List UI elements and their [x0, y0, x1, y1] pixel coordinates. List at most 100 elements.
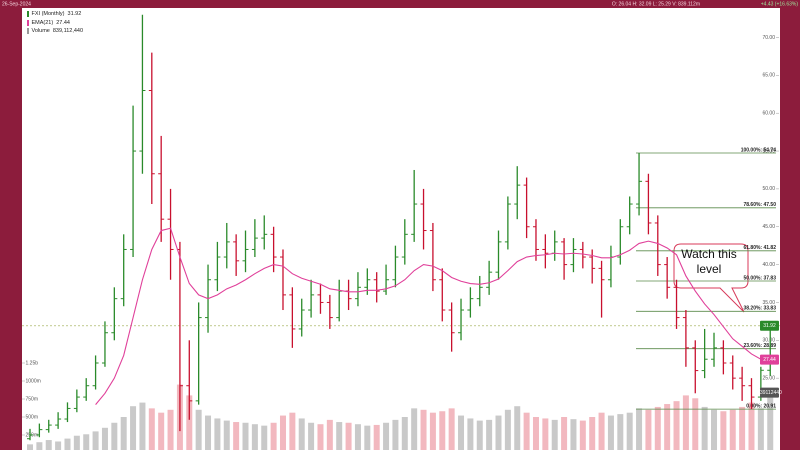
- y-tick-label: 65.00: [762, 73, 775, 79]
- volume-bar: [720, 411, 727, 453]
- volume-bar: [73, 435, 80, 453]
- volume-bar: [139, 402, 146, 453]
- volume-bar: [514, 406, 521, 453]
- quote: O: 26.04 H: 32.09 L: 25.29 V: 839.112m: [612, 1, 700, 7]
- volume-bar: [467, 418, 474, 453]
- volume-tick-label: 500m: [26, 414, 39, 420]
- volume-bar: [242, 422, 249, 453]
- volume-box: [760, 387, 779, 398]
- legend-item: EMA(21) 27.44: [27, 19, 83, 28]
- volume-bar: [589, 417, 596, 453]
- volume-bar: [317, 424, 324, 453]
- legend-value: 31.92: [67, 11, 82, 17]
- volume-bar: [495, 415, 502, 453]
- volume-bar: [383, 422, 390, 453]
- legend-swatch: [27, 19, 29, 26]
- volume-bar: [729, 409, 736, 453]
- fib-label: 23.60%: 28.89: [743, 343, 776, 349]
- volume-bar: [757, 408, 764, 453]
- volume-bar: [55, 441, 62, 453]
- volume-bar: [233, 422, 240, 453]
- volume-bar: [607, 415, 614, 453]
- volume-bar: [83, 434, 90, 453]
- volume-box-label: 839112440: [757, 390, 782, 396]
- volume-bar: [261, 425, 268, 453]
- volume-bar: [439, 411, 446, 453]
- volume-bar: [308, 422, 315, 453]
- ema-box-label: 27.44: [763, 357, 776, 363]
- volume-bar: [158, 412, 165, 453]
- legend-item: FXI (Monthly) 31.92: [27, 10, 83, 19]
- volume-bar: [401, 417, 408, 453]
- last-price-box-label: 31.92: [763, 323, 776, 329]
- volume-bar: [748, 402, 755, 453]
- volume-bar: [364, 425, 371, 453]
- volume-bar: [336, 422, 343, 453]
- legend-value: 27.44: [56, 19, 70, 26]
- volume-bar: [326, 419, 333, 453]
- volume-bar: [27, 444, 33, 453]
- fib-label: 100.00%: 54.74: [741, 147, 777, 153]
- plot-area: [22, 8, 780, 450]
- volume-bar: [392, 419, 399, 453]
- volume-bar: [664, 404, 671, 453]
- volume-bar: [542, 418, 549, 453]
- volume-bar: [532, 417, 539, 453]
- volume-bar: [289, 412, 296, 453]
- fib-label: 38.20%: 33.83: [743, 306, 776, 312]
- ema-box: [760, 354, 779, 365]
- y-tick-label: 70.00: [762, 35, 775, 41]
- ema-line: [95, 227, 771, 405]
- volume-bar: [617, 414, 624, 453]
- y-tick-label: 60.00: [762, 111, 775, 117]
- volume-bar: [476, 420, 483, 453]
- volume-bar: [711, 409, 718, 453]
- volume-tick-label: 750m: [26, 396, 39, 402]
- volume-bar: [570, 419, 577, 453]
- volume-bar: [626, 412, 633, 453]
- volume-bar: [92, 431, 99, 453]
- volume-bar: [504, 409, 511, 453]
- legend-name: EMA(21): [31, 19, 54, 26]
- fib-label: 78.60%: 47.50: [743, 202, 776, 208]
- volume-bar: [195, 409, 202, 453]
- volume-bar: [148, 408, 155, 453]
- volume-bar: [279, 415, 286, 453]
- volume-bar: [45, 440, 52, 453]
- y-tick-label: 55.00: [762, 148, 775, 154]
- volume-bar: [486, 419, 493, 453]
- volume-bar: [411, 408, 418, 453]
- volume-bar: [205, 415, 212, 453]
- volume-bar: [214, 418, 221, 453]
- y-tick-label: 30.00: [762, 338, 775, 344]
- volume-bar: [636, 408, 643, 453]
- volume-bar: [551, 419, 558, 453]
- volume-bar: [101, 427, 108, 453]
- volume-bar: [701, 406, 708, 453]
- fib-label: 61.80%: 41.82: [743, 245, 776, 251]
- volume-bar: [186, 395, 193, 453]
- volume-bar: [373, 424, 380, 453]
- callout-text: Watch this level: [681, 247, 737, 276]
- volume-bar: [36, 442, 43, 453]
- y-tick-label: 45.00: [762, 224, 775, 230]
- legend-name: Volume: [31, 28, 50, 34]
- change: +4.43 (+16.63%): [761, 1, 799, 7]
- volume-bar: [64, 438, 71, 453]
- date: 26-Sep-2024: [2, 1, 31, 7]
- volume-bar: [251, 424, 258, 453]
- callout-bubble: [673, 243, 749, 313]
- volume-bar: [645, 409, 652, 453]
- volume-bar: [429, 412, 436, 453]
- fib-label: 0.00%: 20.91: [746, 403, 776, 409]
- volume-bar: [354, 424, 361, 453]
- last-price-box: [760, 320, 779, 331]
- volume-bar: [654, 406, 661, 453]
- volume-bar: [458, 415, 465, 453]
- legend-item: Volume 839,112,440: [27, 27, 83, 36]
- legend-swatch: [27, 11, 29, 18]
- legend-value: 839,112,440: [52, 28, 84, 34]
- volume-bar: [223, 420, 230, 453]
